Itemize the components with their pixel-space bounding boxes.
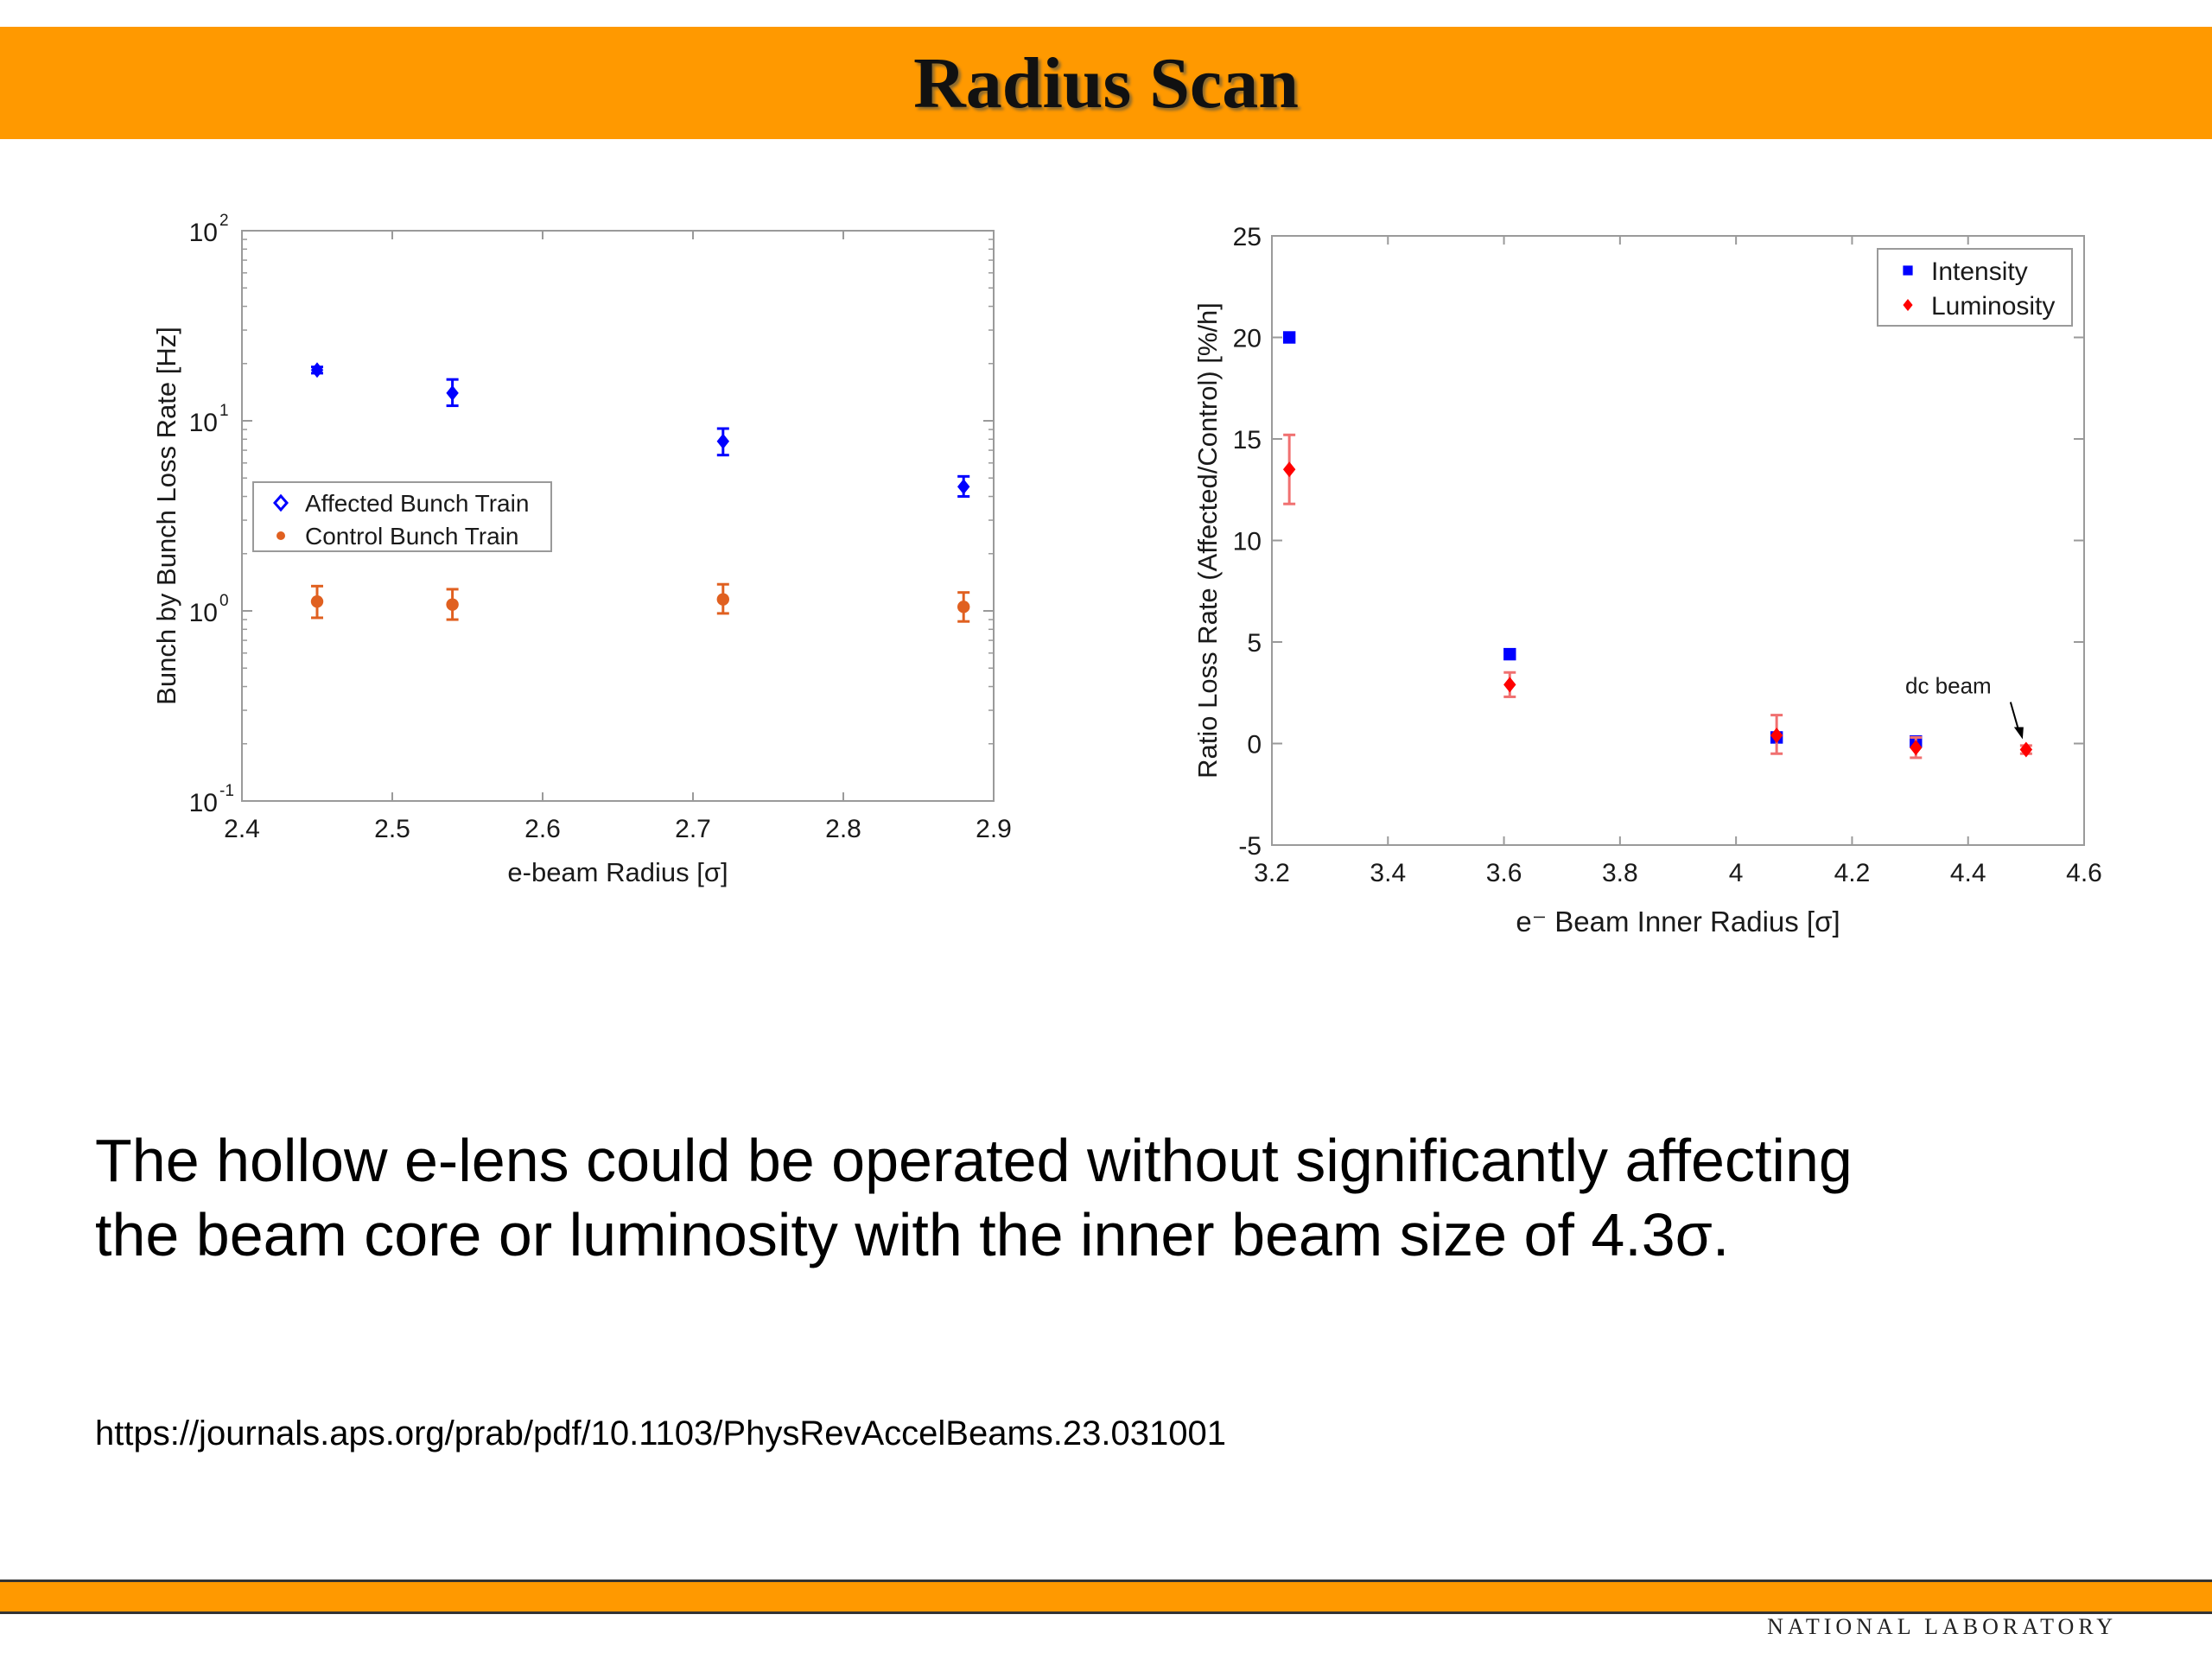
series-0-point [1503, 647, 1516, 661]
annotation-arrowhead [2013, 727, 2024, 740]
series-1-point [310, 594, 324, 608]
legend-marker [273, 493, 289, 512]
legend-marker [1903, 265, 1913, 276]
reference-url[interactable]: https://journals.aps.org/prab/pdf/10.110… [95, 1414, 1226, 1452]
series-1-point [1770, 728, 1783, 744]
legend-box [1877, 248, 2073, 327]
x-tick-label: 3.8 [1602, 859, 1638, 887]
y-tick-label: 10 [189, 409, 218, 437]
legend-box [252, 481, 552, 552]
title-bar [0, 27, 2212, 139]
y-tick-exponent: 0 [219, 592, 229, 610]
y-tick-label: 10 [189, 219, 218, 247]
legend-label: Intensity [1931, 257, 2028, 286]
series-0-point [446, 385, 459, 401]
legend-label: Luminosity [1931, 292, 2055, 321]
x-tick-label: 4 [1729, 859, 1744, 887]
footer-logo: NATIONAL LABORATORY [1767, 1614, 2117, 1639]
y-axis-label: Bunch by Bunch Loss Rate [Hz] [151, 327, 181, 705]
y-tick-label: -5 [1238, 832, 1262, 861]
annotation-label: dc beam [1905, 673, 1992, 699]
x-axis-label: e-beam Radius [σ] [507, 857, 728, 887]
y-axis-label: Ratio Loss Rate (Affected/Control) [%/h] [1192, 302, 1223, 779]
series-1-point [716, 593, 729, 606]
series-0-point [957, 479, 970, 495]
y-tick-label: 10 [189, 789, 218, 817]
x-tick-label: 3.2 [1254, 859, 1290, 887]
y-tick-exponent: 2 [219, 212, 229, 230]
legend-label: Control Bunch Train [305, 523, 518, 550]
x-tick-label: 4.6 [2066, 859, 2102, 887]
body-line-1: The hollow e-lens could be operated with… [95, 1127, 1853, 1194]
y-tick-label: 0 [1247, 731, 1262, 760]
series-1-point [446, 598, 459, 611]
series-0-point [1282, 331, 1296, 344]
x-tick-label: 2.4 [224, 815, 260, 843]
x-tick-label: 2.7 [675, 815, 711, 843]
x-axis-label: e⁻ Beam Inner Radius [σ] [1516, 906, 1840, 938]
y-tick-label: 10 [1233, 528, 1262, 556]
x-tick-label: 2.8 [825, 815, 861, 843]
legend-marker [1903, 299, 1913, 311]
series-0-point [310, 362, 324, 378]
y-tick-label: 5 [1247, 629, 1262, 658]
plot-area [1271, 235, 2085, 846]
x-tick-label: 4.2 [1834, 859, 1871, 887]
y-tick-exponent: 1 [219, 402, 229, 420]
y-tick-label: 15 [1233, 426, 1262, 454]
legend-marker [276, 531, 285, 540]
y-tick-label: 10 [189, 599, 218, 627]
body-line-2: the beam core or luminosity with the inn… [95, 1201, 1730, 1268]
y-tick-exponent: -1 [219, 782, 234, 800]
series-1-point [2019, 741, 2033, 758]
series-0-point [716, 433, 729, 449]
x-tick-label: 2.5 [374, 815, 410, 843]
series-1-point [957, 601, 970, 613]
series-1-point [1910, 740, 1923, 756]
y-tick-label: 25 [1233, 223, 1262, 251]
x-tick-label: 2.6 [524, 815, 561, 843]
chart-ratio-loss-rate: 3.2 3.4 3.6 3.8 4 4.2 4.4 4.6 -5 0 5 10 15 20 25 e⁻ Bea… [1192, 223, 2102, 938]
body-text: The hollow e-lens could be operated with… [95, 1123, 2082, 1272]
footer-bar [0, 1580, 2212, 1614]
x-tick-label: 4.4 [1950, 859, 1986, 887]
y-tick-label: 20 [1233, 325, 1262, 353]
legend-label: Affected Bunch Train [305, 490, 529, 517]
x-tick-label: 3.4 [1370, 859, 1406, 887]
slide-title: Radius Scan [913, 43, 1299, 124]
x-tick-label: 2.9 [976, 815, 1012, 843]
x-tick-label: 3.6 [1486, 859, 1522, 887]
